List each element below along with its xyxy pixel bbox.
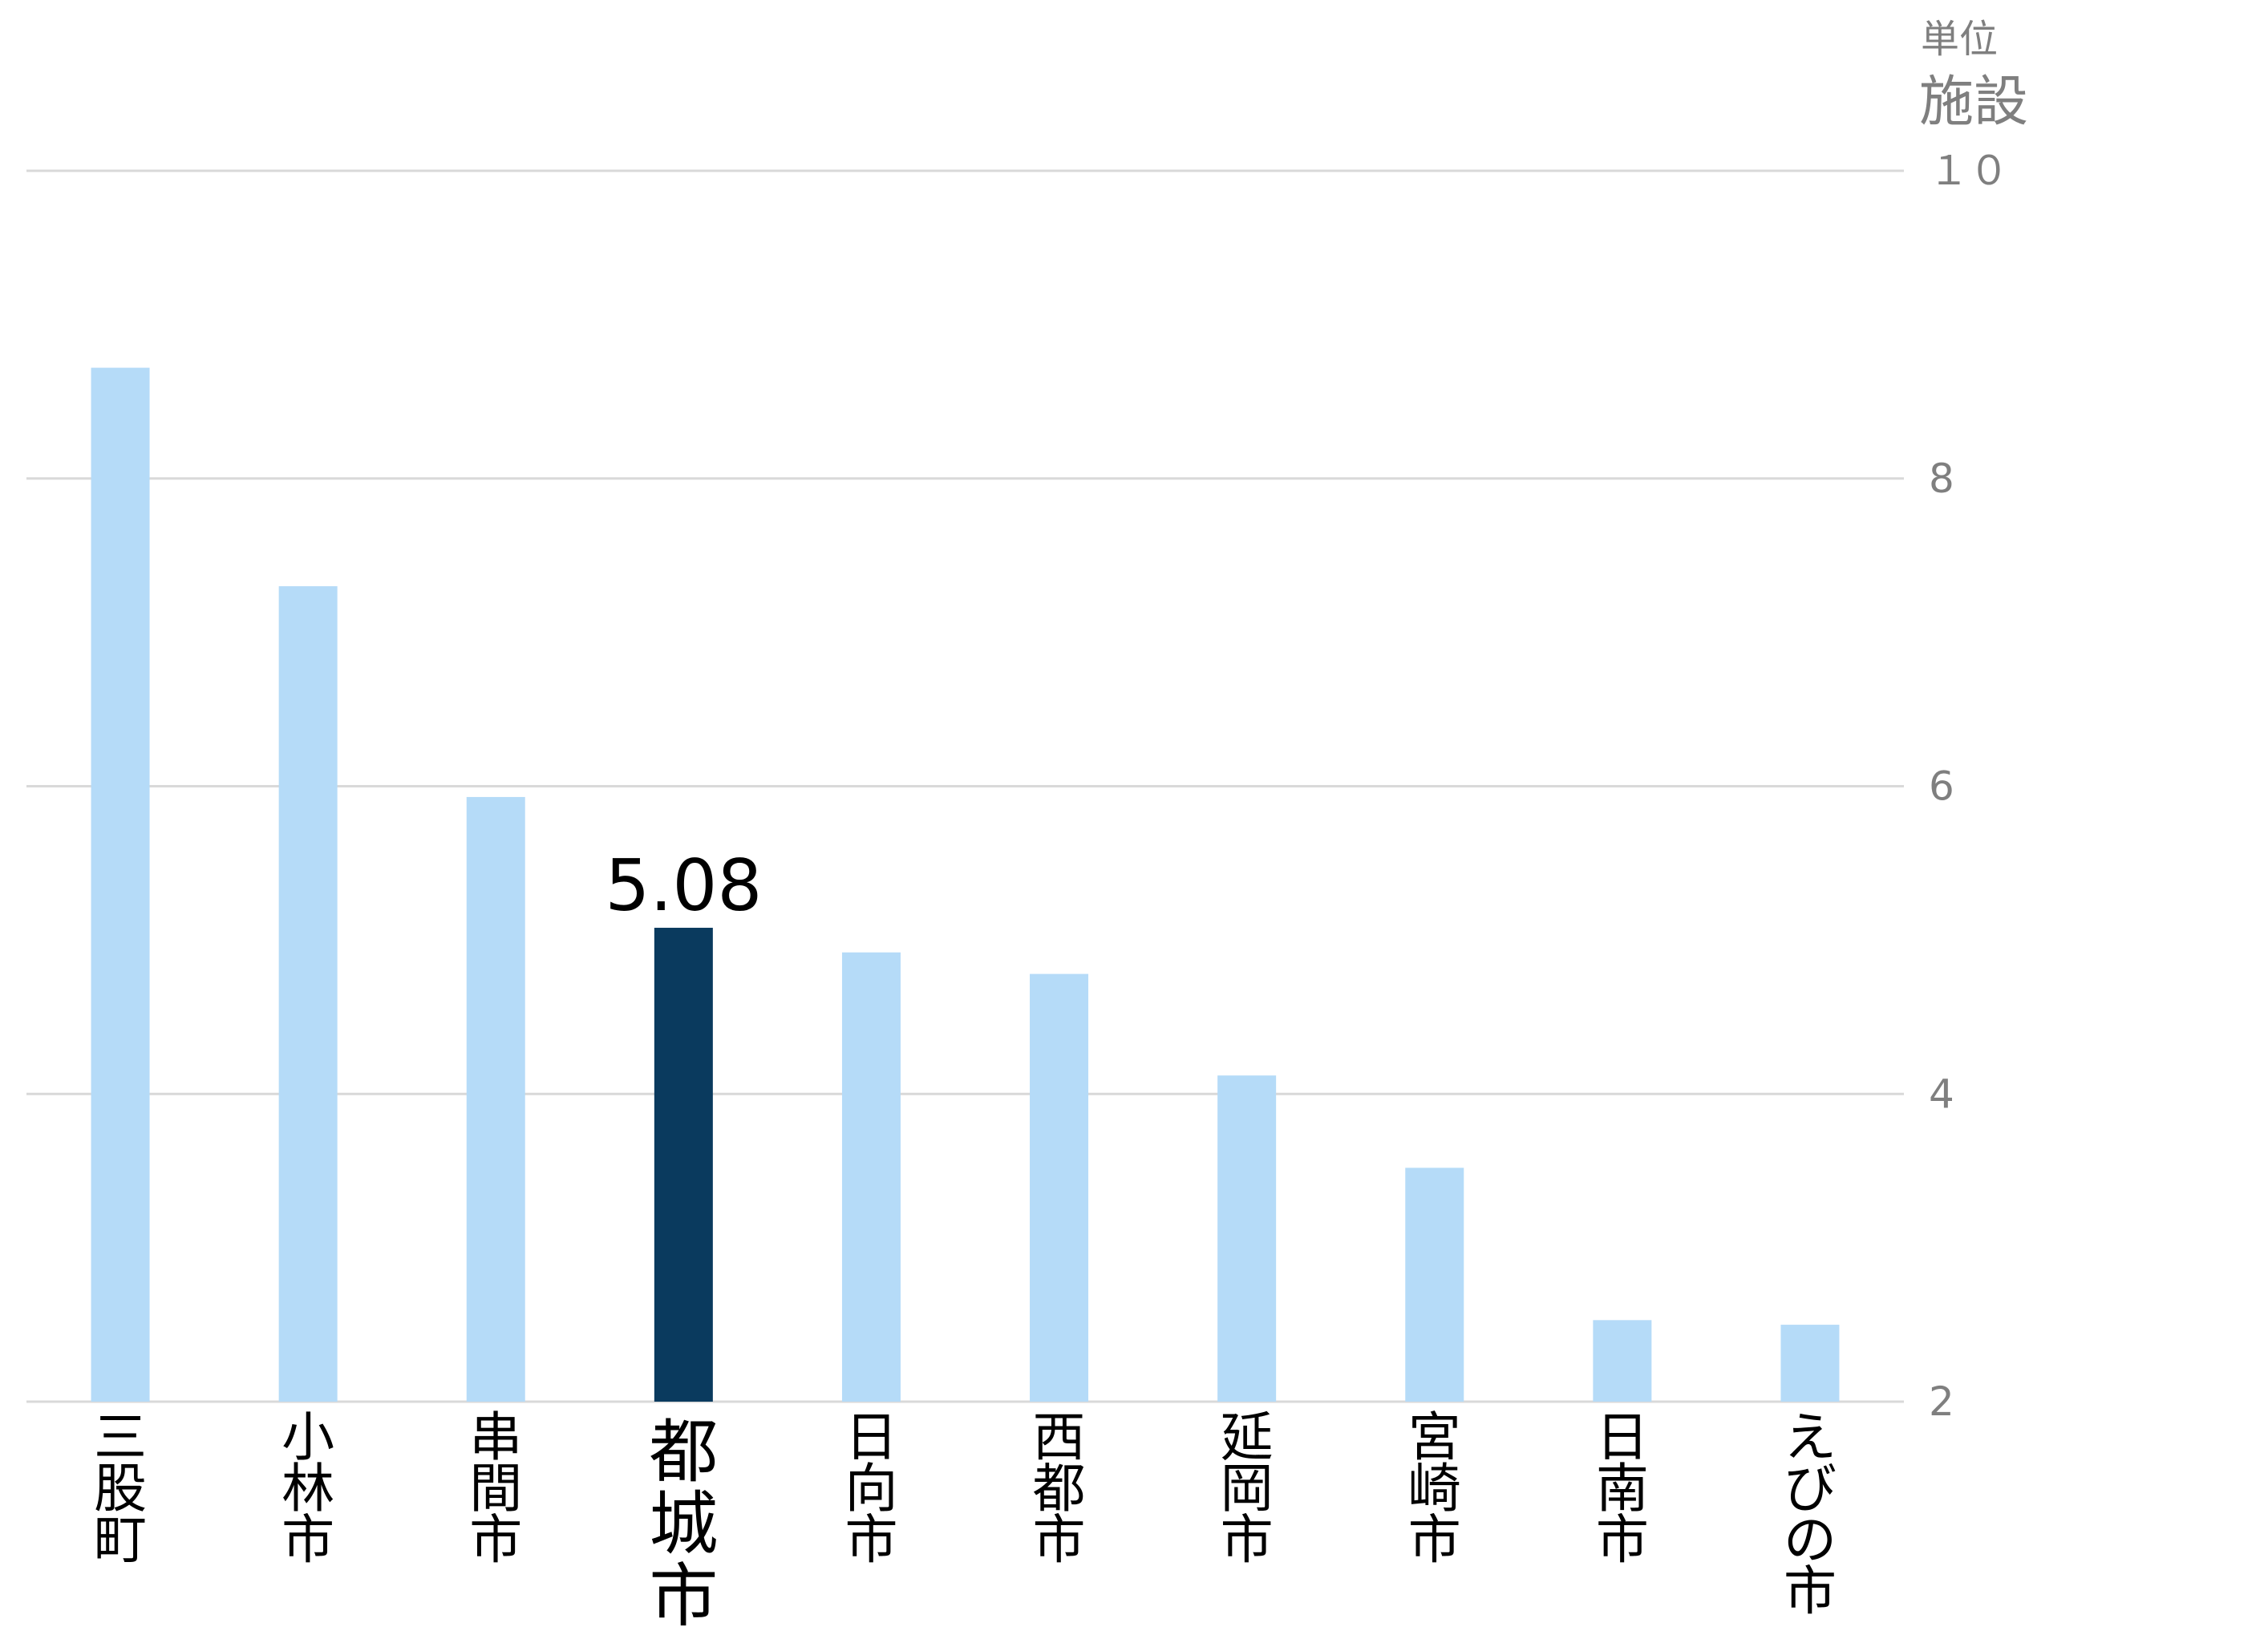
- category-label: えびの市: [1784, 1406, 1837, 1622]
- y-tick-label: 8: [1929, 455, 1954, 502]
- bar: [466, 796, 525, 1402]
- category-label: 小林市: [281, 1406, 334, 1571]
- category-label: 三股町: [94, 1406, 147, 1571]
- category-label: 日南市: [1596, 1406, 1649, 1571]
- category-label: 串間市: [469, 1406, 522, 1571]
- data-labels: 5.08: [605, 844, 762, 927]
- category-label: 西都市: [1033, 1406, 1086, 1571]
- category-labels: 三股町 小林市 串間市 都城市 日向市 西都市 延岡市 宮崎市 日南市 えびの市: [94, 1406, 1837, 1635]
- y-axis-tick-labels: 2 4 6 8 １０: [1929, 148, 2009, 1425]
- data-label: 5.08: [605, 844, 762, 927]
- bar: [1030, 973, 1089, 1402]
- bar: [841, 952, 901, 1402]
- category-label: 宮崎市: [1408, 1406, 1461, 1571]
- bar: [1780, 1325, 1840, 1402]
- bar: [278, 586, 338, 1402]
- y-tick-label: １０: [1929, 148, 2009, 194]
- category-label: 延岡市: [1221, 1406, 1274, 1571]
- bar: [654, 928, 713, 1402]
- bar: [91, 367, 150, 1402]
- bar: [1217, 1075, 1277, 1402]
- y-tick-label: 2: [1929, 1378, 1954, 1425]
- bar: [1593, 1320, 1652, 1402]
- category-label: 都城市: [649, 1412, 718, 1635]
- gridlines: [26, 169, 1904, 1403]
- category-label: 日向市: [844, 1406, 897, 1571]
- unit-label: 施設: [1919, 71, 2028, 134]
- bar: [1405, 1168, 1464, 1402]
- unit-caption: 単位: [1921, 17, 1998, 62]
- y-tick-label: 4: [1929, 1070, 1954, 1117]
- y-tick-label: 6: [1929, 763, 1954, 810]
- bars: [91, 367, 1840, 1402]
